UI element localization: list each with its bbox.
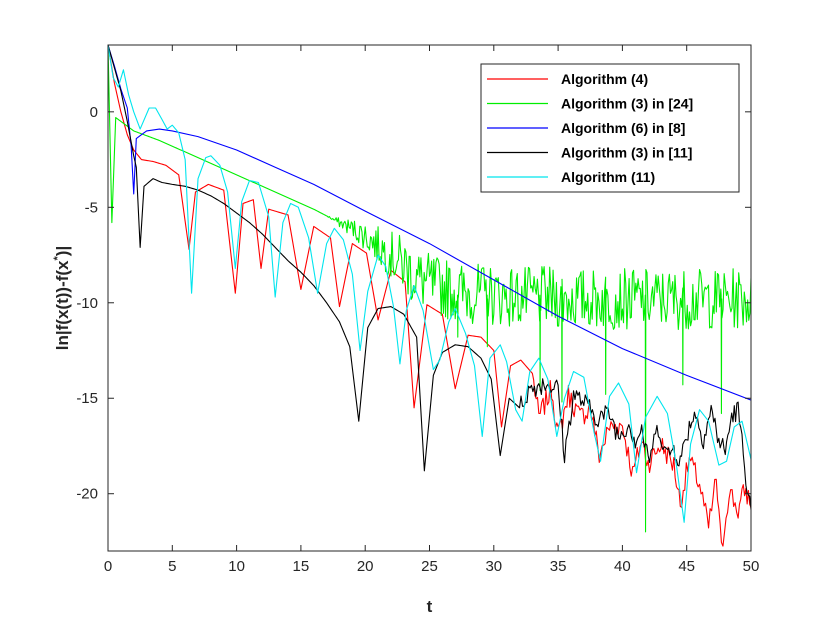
y-axis-title-main: ln|f(x(t))-f(x (53, 260, 72, 350)
x-axis: 0 5 10 15 20 25 30 35 40 45 50 (104, 45, 760, 575)
x-tick-label: 15 (293, 558, 310, 575)
x-tick-label: 5 (168, 558, 176, 575)
x-tick-label: 10 (228, 558, 245, 575)
series-line-2 (108, 45, 751, 533)
series-line-5 (108, 45, 751, 523)
y-tick-label: 0 (90, 104, 98, 121)
y-tick-label: -5 (85, 199, 98, 216)
legend-label-1: Algorithm (4) (561, 71, 648, 87)
x-tick-label: 20 (357, 558, 374, 575)
x-tick-label: 40 (614, 558, 631, 575)
y-tick-label: -20 (76, 486, 98, 503)
y-axis: 0 -5 -10 -15 -20 (76, 104, 751, 503)
legend-entries: Algorithm (4) Algorithm (3) in [24] Algori… (487, 71, 693, 185)
x-tick-label: 50 (743, 558, 760, 575)
y-axis-title: ln|f(x(t))-f(x*)| (52, 246, 72, 350)
legend: Algorithm (4) Algorithm (3) in [24] Algori… (480, 63, 740, 193)
x-axis-title: t (427, 597, 433, 616)
y-tick-label: -15 (76, 390, 98, 407)
series-line-1 (108, 45, 751, 547)
y-tick-label: -10 (76, 295, 98, 312)
legend-label-5: Algorithm (11) (561, 169, 655, 185)
y-axis-title-star: * (52, 255, 64, 260)
x-tick-label: 45 (678, 558, 695, 575)
x-tick-label: 30 (485, 558, 502, 575)
series-line-3 (108, 45, 751, 401)
y-axis-title-tail: )| (53, 246, 72, 256)
series-line-4 (108, 45, 751, 510)
legend-label-3: Algorithm (6) in [8] (561, 120, 685, 136)
x-tick-label: 25 (421, 558, 438, 575)
legend-label-2: Algorithm (3) in [24] (561, 96, 693, 112)
x-tick-label: 35 (550, 558, 567, 575)
x-tick-label: 0 (104, 558, 112, 575)
legend-label-4: Algorithm (3) in [11] (561, 145, 692, 161)
series-layer (108, 45, 751, 547)
